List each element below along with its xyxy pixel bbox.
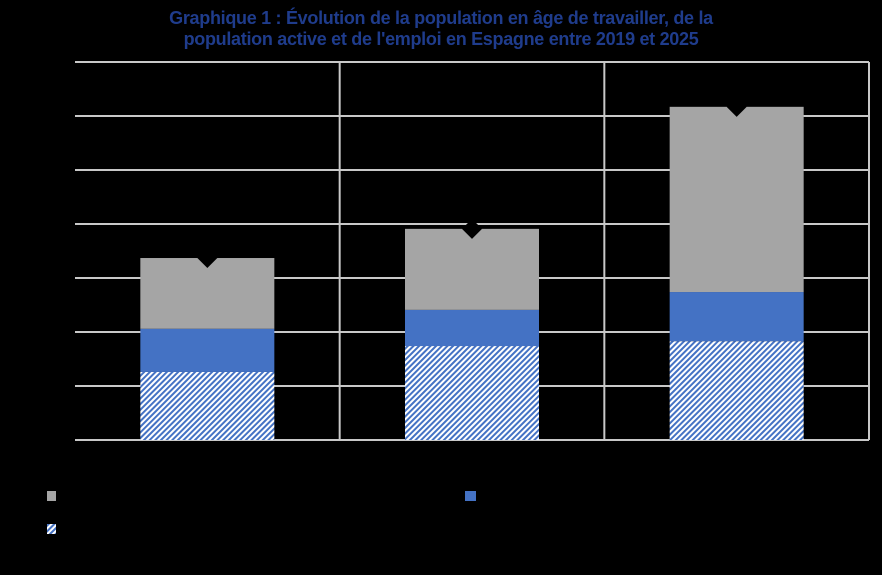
chart-title-line-1: Graphique 1 : Évolution de la population… (169, 8, 713, 28)
bar-segment (405, 228, 539, 310)
bar-segment (669, 106, 804, 293)
chart-title-line-2: population active et de l'emploi en Espa… (183, 29, 699, 49)
legend-swatch-hatch (47, 524, 56, 534)
bar-segment (669, 292, 804, 342)
bar-segment (140, 328, 275, 372)
legend-swatch-grey (47, 491, 56, 501)
bar-segment (405, 346, 539, 440)
total-marker-diamond (726, 96, 747, 117)
bar-segment (140, 371, 275, 440)
bar-segment (140, 258, 275, 329)
legend (47, 491, 476, 534)
total-markers (197, 96, 747, 269)
legend-swatch-blue (465, 491, 476, 501)
total-marker-diamond (462, 218, 482, 239)
bar-segment (669, 341, 804, 440)
bars (140, 106, 804, 440)
bar-segment (405, 309, 539, 347)
total-marker-diamond (197, 248, 218, 269)
chart-title: Graphique 1 : Évolution de la population… (0, 8, 882, 50)
